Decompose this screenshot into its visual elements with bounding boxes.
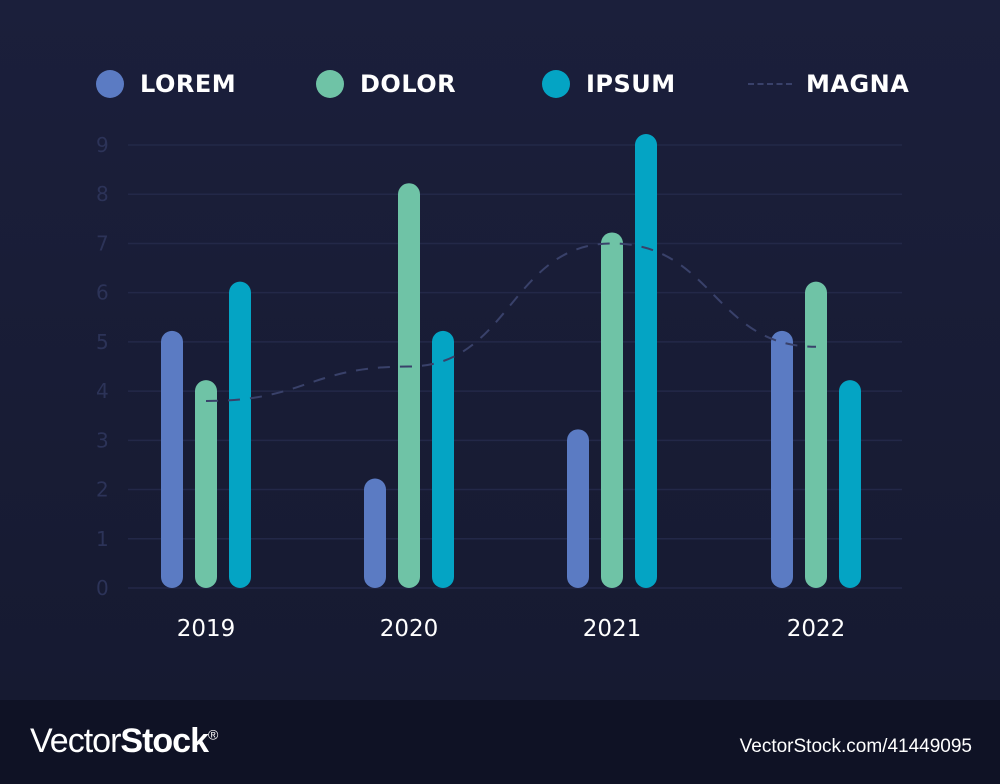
watermark-logo-reg: ® <box>207 726 218 743</box>
bar-dolor-2021 <box>601 232 623 588</box>
y-tick-label: 7 <box>96 231 109 255</box>
bar-dolor-2022 <box>805 281 827 588</box>
legend-label-magna: MAGNA <box>806 70 910 98</box>
y-tick-label: 4 <box>96 379 109 403</box>
y-tick-label: 6 <box>96 281 109 305</box>
legend-dot-lorem <box>96 70 124 98</box>
watermark-logo: VectorStock® <box>30 722 218 761</box>
y-tick-label: 9 <box>96 133 109 157</box>
bar-lorem-2020 <box>364 478 386 588</box>
watermark-logo-prefix: Vector <box>30 722 121 760</box>
bar-lorem-2021 <box>567 429 589 588</box>
legend-item-ipsum: IPSUM <box>542 64 676 104</box>
bar-ipsum-2021 <box>635 134 657 588</box>
bar-dolor-2019 <box>195 380 217 588</box>
legend-item-dolor: DOLOR <box>316 64 456 104</box>
legend-dot-dolor <box>316 70 344 98</box>
legend-label-dolor: DOLOR <box>360 70 457 98</box>
line-magna <box>205 242 817 402</box>
y-tick-label: 0 <box>96 576 109 600</box>
legend-label-lorem: LOREM <box>140 70 237 98</box>
y-tick-label: 5 <box>96 330 109 354</box>
bar-ipsum-2019 <box>229 281 251 588</box>
legend-label-ipsum: IPSUM <box>586 70 676 98</box>
bar-dolor-2020 <box>398 183 420 588</box>
watermark-logo-bold: Stock <box>120 722 209 760</box>
bar-lorem-2022 <box>771 330 793 588</box>
y-tick-label: 2 <box>96 478 109 502</box>
chart-area: LOREM DOLOR IPSUM MAGNA 0 1 2 3 4 5 6 7 8 9 2019 20… <box>0 0 1000 700</box>
chart-plot: 0 1 2 3 4 5 6 7 8 9 2019 2020 2021 2022 <box>96 133 902 642</box>
bar-ipsum-2020 <box>432 330 454 588</box>
legend: LOREM DOLOR IPSUM MAGNA <box>0 64 1000 104</box>
watermark-id: VectorStock.com/41449095 <box>739 736 972 757</box>
bar-lorem-2019 <box>161 330 183 588</box>
x-tick-label: 2020 <box>380 616 439 642</box>
x-tick-label: 2022 <box>787 616 846 642</box>
y-tick-label: 1 <box>96 527 109 551</box>
legend-dash-magna <box>748 83 792 85</box>
legend-dot-ipsum <box>542 70 570 98</box>
legend-item-lorem: LOREM <box>96 64 236 104</box>
x-tick-label: 2019 <box>177 616 236 642</box>
bar-ipsum-2022 <box>839 380 861 588</box>
x-tick-label: 2021 <box>583 616 642 642</box>
watermark-bar: VectorStock® VectorStock.com/41449095 <box>0 700 1000 784</box>
y-tick-label: 3 <box>96 428 109 452</box>
legend-item-magna: MAGNA <box>748 64 909 104</box>
y-tick-label: 8 <box>96 182 109 206</box>
